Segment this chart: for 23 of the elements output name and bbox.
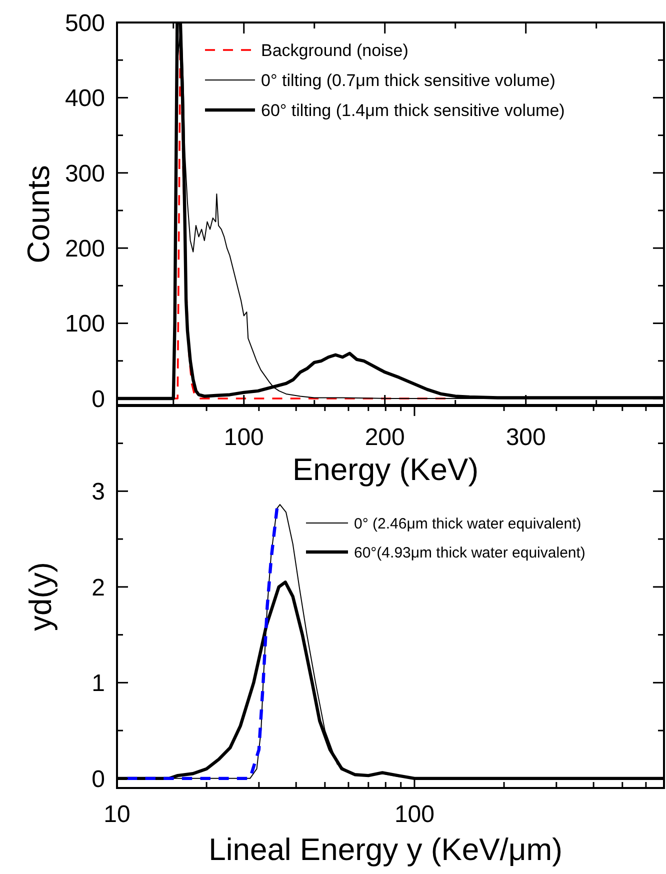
x-axis-title: Energy (KeV) xyxy=(292,452,479,487)
y-tick-label: 3 xyxy=(92,478,105,506)
legend-label: 60°(4.93μm thick water equivalent) xyxy=(354,544,586,562)
y-tick-label: 100 xyxy=(64,310,105,338)
legend-label: 0° (2.46μm thick water equivalent) xyxy=(354,515,582,532)
y-tick-label: 400 xyxy=(64,85,105,112)
x-tick-label: 100 xyxy=(224,424,264,451)
y-tick-label: 0 xyxy=(92,766,105,793)
legend-label: 0° tilting (0.7μm thick sensitive volume) xyxy=(261,70,556,90)
y-tick-label: 2 xyxy=(92,574,105,602)
y-tick-label: 0 xyxy=(92,386,105,413)
y-tick-label: 300 xyxy=(64,160,105,188)
x-tick-label: 10 xyxy=(104,801,130,828)
y-axis-title: yd(y) xyxy=(22,562,58,631)
y-tick-label: 500 xyxy=(64,10,105,37)
y-tick-label: 200 xyxy=(64,235,105,262)
x-tick-label: 200 xyxy=(364,424,405,451)
y-axis-title: Counts xyxy=(20,165,56,264)
x-axis-title: Lineal Energy y (KeV/μm) xyxy=(208,832,562,867)
x-tick-label: 300 xyxy=(506,424,546,451)
legend-label: Background (noise) xyxy=(261,40,408,60)
y-tick-label: 1 xyxy=(92,670,105,698)
legend-label: 60° tilting (1.4μm thick sensitive volume) xyxy=(261,100,565,120)
